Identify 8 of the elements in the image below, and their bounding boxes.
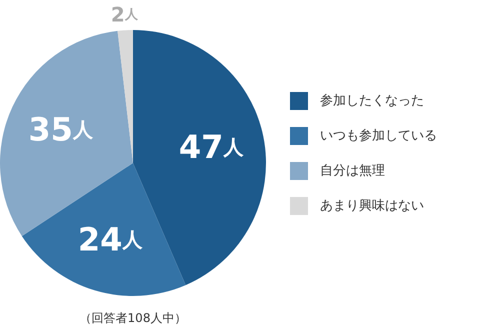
data-label: 24人 [78,220,144,258]
legend-label: 参加したくなった [320,94,424,108]
data-label: 47人 [178,128,244,166]
data-label: 35人 [28,110,94,148]
text: （回答者108人中） [80,311,186,325]
legend-label: あまり興味はない [320,198,424,214]
legend-label: いつも参加している [320,128,437,144]
legend-label: 自分は無理 [320,164,385,178]
